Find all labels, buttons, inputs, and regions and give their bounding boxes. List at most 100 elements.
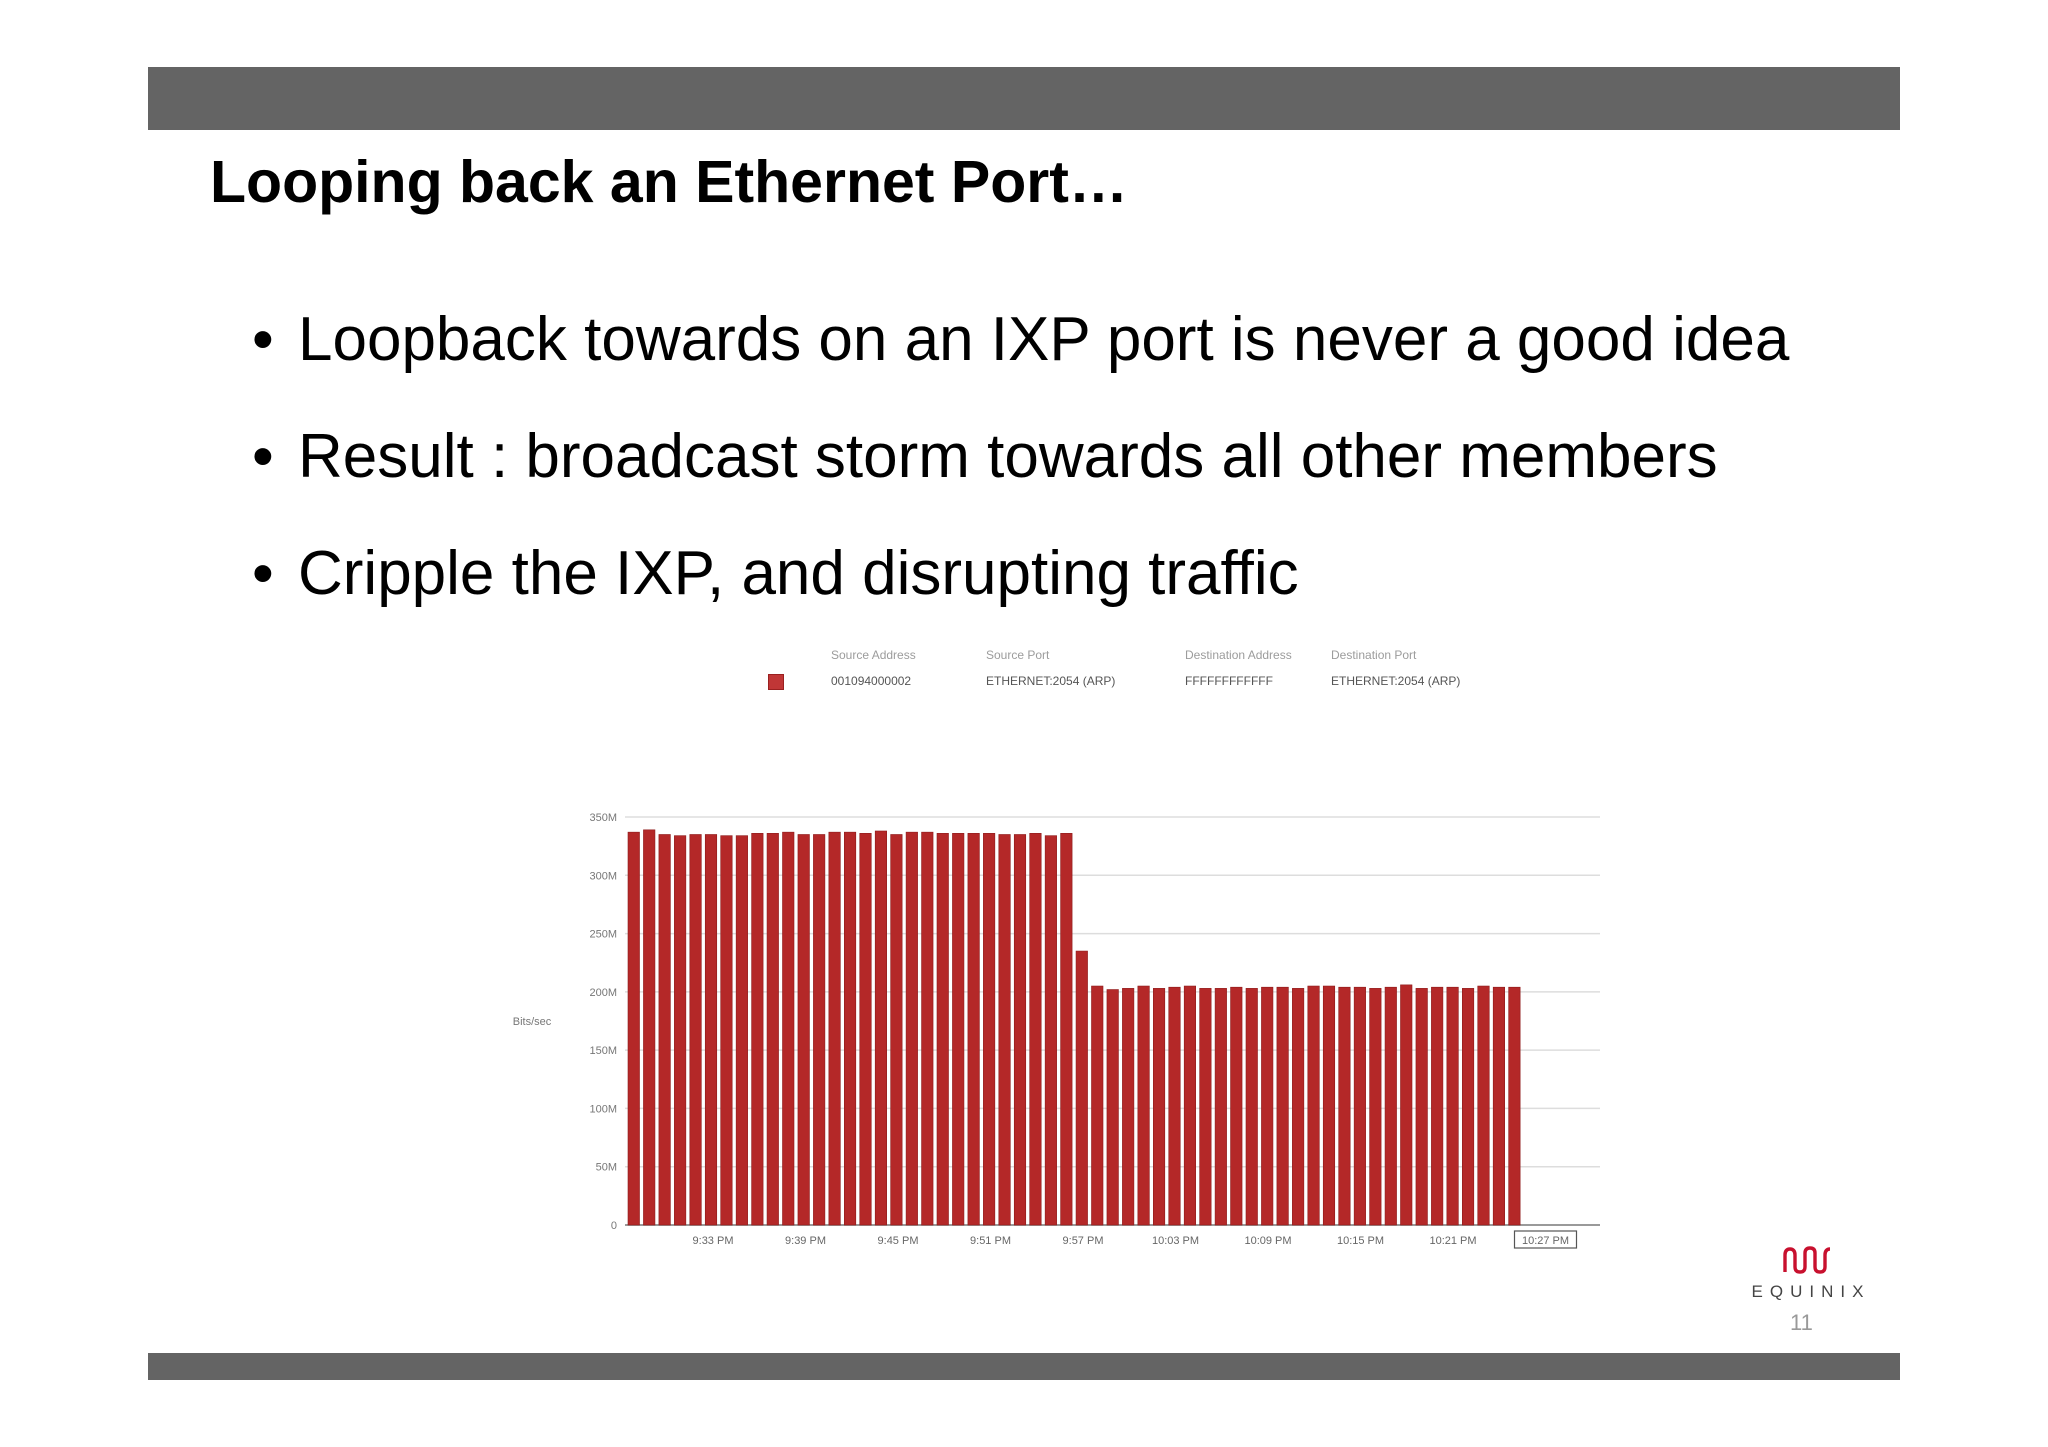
y-tick-label: 0 (611, 1220, 617, 1232)
y-tick-label: 250M (589, 929, 617, 941)
bar (1369, 988, 1382, 1226)
bar (674, 835, 687, 1226)
bar (1245, 988, 1258, 1226)
bar (1013, 834, 1027, 1226)
legend-header-destination-port: Destination Port (1331, 648, 1417, 662)
legend-header-source-port: Source Port (986, 648, 1050, 662)
x-tick-label: 9:57 PM (1063, 1235, 1104, 1247)
bar (1477, 985, 1490, 1226)
bar (1492, 986, 1506, 1226)
bar (1199, 988, 1212, 1226)
bar (1152, 988, 1166, 1226)
bar (890, 834, 903, 1226)
legend-value-destination-port: ETHERNET:2054 (ARP) (1331, 674, 1461, 688)
bar (1431, 986, 1444, 1226)
x-tick-label: 9:51 PM (970, 1235, 1011, 1247)
bullet-list: • Loopback towards on an IXP port is neve… (252, 300, 1789, 651)
bullet-text: Cripple the IXP, and disrupting traffic (298, 539, 1299, 608)
y-tick-label: 50M (596, 1162, 617, 1174)
bar (643, 829, 656, 1226)
bar (1091, 985, 1104, 1226)
bar (1106, 989, 1119, 1226)
x-tick-label: 10:03 PM (1152, 1235, 1199, 1247)
bar (874, 830, 888, 1226)
bar (1060, 833, 1073, 1226)
bar (1137, 985, 1150, 1226)
legend-value-source-address: 001094000002 (831, 674, 912, 688)
legend-header-source-address: Source Address (831, 648, 916, 662)
y-tick-label: 350M (589, 812, 617, 824)
x-tick-label: 10:09 PM (1244, 1235, 1291, 1247)
y-tick-label: 150M (589, 1045, 617, 1057)
bar (766, 833, 779, 1226)
bar (1122, 988, 1135, 1226)
bar (658, 834, 671, 1226)
bar (843, 831, 857, 1226)
bar (1307, 985, 1320, 1226)
bar (1029, 833, 1042, 1226)
bar (1415, 988, 1428, 1226)
x-tick-label: 10:27 PM (1522, 1235, 1569, 1247)
bar (1461, 988, 1475, 1226)
page-number: 11 (1790, 1310, 1813, 1335)
bar (1384, 986, 1397, 1226)
bar (998, 834, 1011, 1226)
bar (1214, 988, 1227, 1226)
bar (813, 834, 826, 1226)
equinix-logo: EQUINIX (1742, 1245, 1874, 1302)
x-tick-label: 10:21 PM (1429, 1235, 1476, 1247)
legend-value-source-port: ETHERNET:2054 (ARP) (986, 674, 1116, 688)
bar (704, 834, 718, 1226)
y-tick-label: 200M (589, 987, 617, 999)
bar (797, 834, 810, 1226)
y-tick-label: 100M (589, 1103, 617, 1115)
bullet-item: • Result : broadcast storm towards all ot… (252, 417, 1789, 534)
traffic-bar-chart: 0 50M 100M 150M 200M 250M 300M 350M Bits/sec 9:33… (513, 812, 1600, 1249)
bullet-item: • Loopback towards on an IXP port is neve… (252, 300, 1789, 417)
bar (1446, 986, 1459, 1226)
bullet-dot-icon: • (252, 422, 274, 491)
bar (983, 833, 996, 1226)
bar (1353, 986, 1366, 1226)
slide-title: Looping back an Ethernet Port… (210, 149, 1128, 215)
bar (735, 835, 748, 1226)
bar (1322, 985, 1336, 1226)
bar (936, 833, 949, 1226)
bullet-item: • Cripple the IXP, and disrupting traffic (252, 534, 1789, 651)
x-tick-label: 9:45 PM (878, 1235, 919, 1247)
bar (921, 831, 934, 1226)
bar (1168, 986, 1181, 1226)
x-tick-label: 9:39 PM (785, 1235, 826, 1247)
bar (689, 834, 702, 1226)
bar (1338, 986, 1351, 1226)
bar (1075, 950, 1088, 1226)
bullet-dot-icon: • (252, 539, 274, 608)
legend-value-destination-address: FFFFFFFFFFFF (1185, 674, 1273, 688)
bar (1261, 986, 1274, 1226)
x-tick-label: 10:15 PM (1337, 1235, 1384, 1247)
legend-header-destination-address: Destination Address (1185, 648, 1292, 662)
bar (751, 833, 764, 1226)
bar (952, 833, 965, 1226)
equinix-wordmark: EQUINIX (1751, 1282, 1871, 1301)
bar (782, 831, 795, 1226)
legend-swatch-icon (768, 674, 784, 690)
bullet-text: Loopback towards on an IXP port is never… (298, 305, 1790, 374)
bar (1276, 986, 1289, 1226)
bar (720, 835, 733, 1226)
bar (1508, 986, 1521, 1226)
bar (627, 831, 640, 1226)
x-tick-highlight-box (1513, 1230, 1578, 1249)
bar (1292, 988, 1305, 1226)
bar (967, 833, 980, 1226)
bullet-text: Result : broadcast storm towards all oth… (298, 422, 1718, 491)
equinix-logo-icon (1783, 1246, 1831, 1274)
bar (905, 831, 918, 1226)
bar (1230, 986, 1243, 1226)
bar (1400, 984, 1413, 1226)
footer-bar (148, 1353, 1900, 1380)
bar (828, 831, 841, 1226)
header-bar (148, 67, 1900, 130)
x-tick-label: 9:33 PM (693, 1235, 734, 1247)
y-tick-label: 300M (589, 870, 617, 882)
